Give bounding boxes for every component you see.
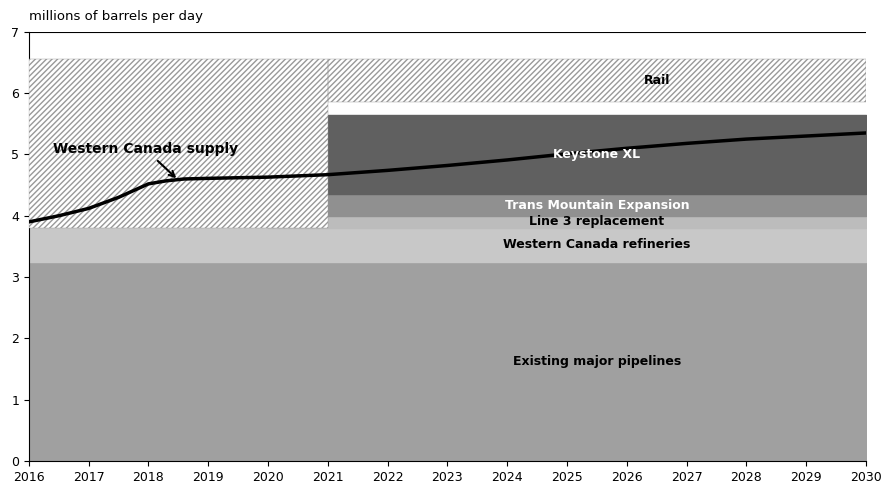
Text: Line 3 replacement: Line 3 replacement: [530, 215, 664, 228]
Text: Western Canada refineries: Western Canada refineries: [504, 239, 690, 251]
Text: Rail: Rail: [644, 74, 670, 87]
Text: Keystone XL: Keystone XL: [554, 148, 640, 161]
Text: millions of barrels per day: millions of barrels per day: [29, 10, 203, 23]
Text: Western Canada supply: Western Canada supply: [53, 142, 238, 177]
Text: Existing major pipelines: Existing major pipelines: [513, 355, 681, 368]
Text: Trans Mountain Expansion: Trans Mountain Expansion: [505, 198, 689, 211]
